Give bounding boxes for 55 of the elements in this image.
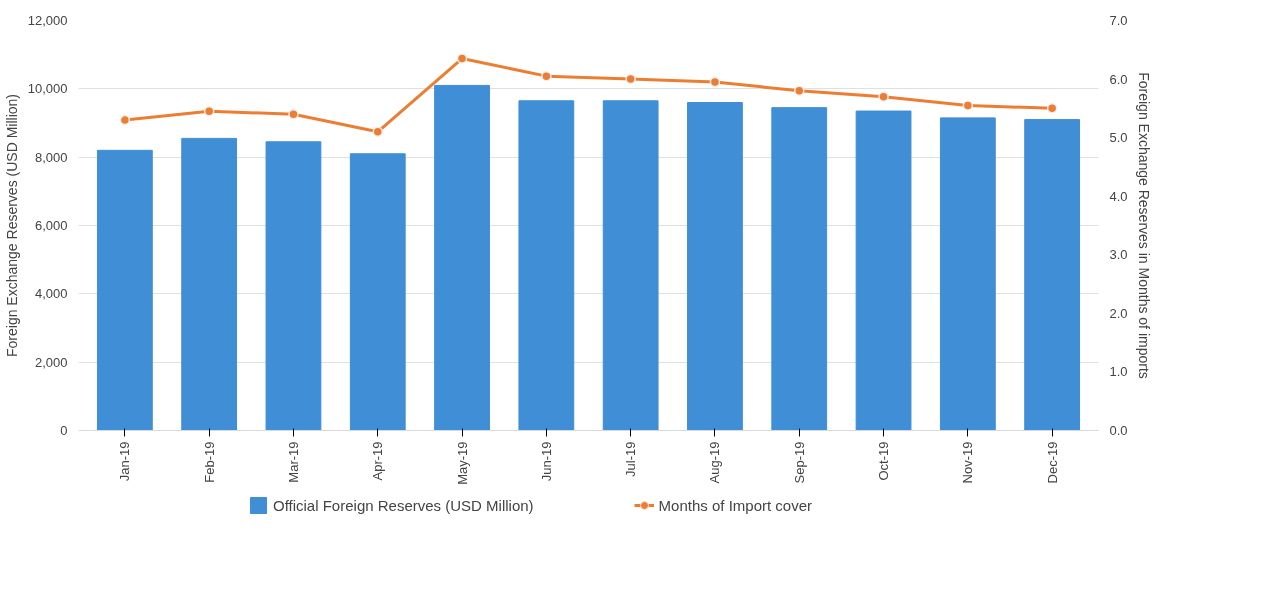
x-tick-label: Jun-19	[538, 441, 554, 482]
y2-tick-label: 6.0	[1109, 71, 1128, 87]
y2-axis-title: Foreign Exchange Reserves in Months of imports	[1135, 72, 1152, 379]
x-tick-label: Nov-19	[960, 441, 976, 484]
bar	[518, 100, 575, 431]
x-tick-label: Mar-19	[285, 441, 301, 483]
y2-tick-label: 1.0	[1109, 364, 1128, 380]
x-tick-label: Jan-19	[117, 441, 133, 482]
point	[119, 114, 131, 126]
x-tick-label: Feb-19	[201, 441, 217, 483]
bar	[181, 137, 238, 431]
point	[709, 76, 721, 88]
y-tick-label: 0	[60, 423, 68, 438]
x-tick-label: Jul-19	[623, 441, 639, 477]
point	[625, 73, 636, 85]
y2-tick-label: 7.0	[1109, 13, 1128, 28]
y-axis-title: Foreign Exchange Reserves (USD Million)	[3, 93, 20, 357]
legend-label: Official Foreign Reserves (USD Million)	[272, 496, 534, 514]
legend-label: Months of Import cover	[658, 496, 812, 514]
y-tick-label: 4,000	[34, 286, 68, 302]
y2-tick-label: 2.0	[1109, 305, 1128, 321]
bar	[1024, 119, 1081, 431]
bar	[349, 153, 406, 431]
y2-tick-label: 5.0	[1109, 130, 1128, 146]
x-tick-label: Oct-19	[876, 441, 892, 481]
x-tick-label: May-19	[454, 441, 470, 485]
bar	[855, 110, 912, 431]
bar	[265, 141, 322, 431]
bar	[771, 107, 828, 431]
y2-tick-label: 4.0	[1109, 188, 1128, 204]
y-tick-label: 8,000	[34, 149, 68, 165]
y2-tick-label: 3.0	[1109, 247, 1128, 263]
x-tick-label: Sep-19	[791, 441, 807, 484]
point	[541, 70, 552, 82]
bar	[687, 102, 743, 431]
point	[793, 85, 805, 97]
y-tick-label: 2,000	[34, 354, 68, 370]
y-tick-label: 10,000	[27, 81, 68, 97]
y-tick-label: 12,000	[27, 13, 68, 28]
point	[878, 91, 889, 102]
point	[962, 100, 974, 111]
point	[372, 126, 384, 138]
point	[203, 106, 215, 117]
y-tick-label: 6,000	[34, 218, 68, 233]
y2-tick-label: 0.0	[1109, 423, 1128, 438]
bar	[939, 117, 996, 431]
x-tick-label: Apr-19	[370, 441, 386, 481]
point	[456, 53, 468, 64]
point	[1046, 103, 1058, 114]
bar	[434, 84, 490, 431]
x-tick-label: Aug-19	[707, 441, 723, 484]
bar	[602, 100, 659, 431]
x-tick-label: Dec-19	[1044, 441, 1060, 484]
point	[288, 108, 299, 120]
bar	[96, 149, 153, 431]
